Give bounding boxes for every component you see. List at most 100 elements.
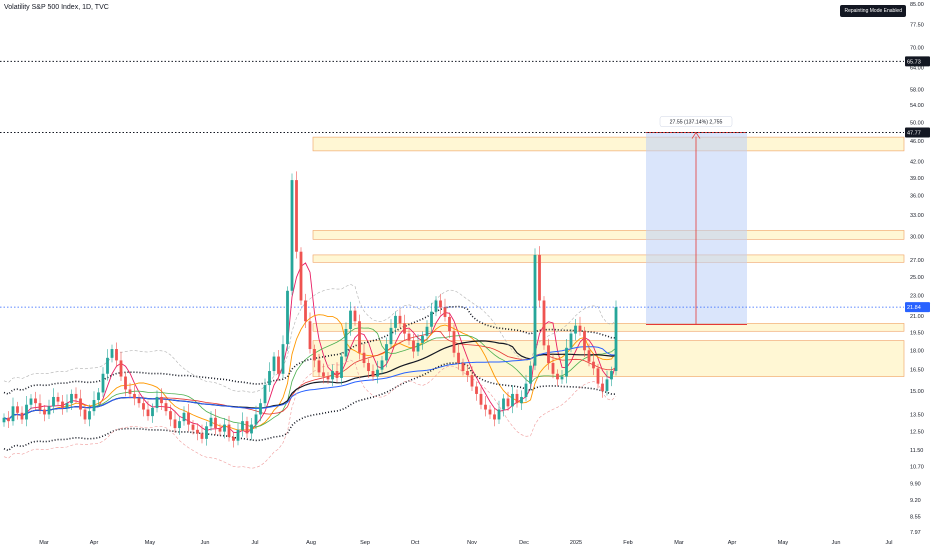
measure-label-box <box>659 116 733 127</box>
y-tick-label: 19.50 <box>910 330 924 336</box>
candle-body <box>317 360 321 373</box>
candle-body <box>43 409 46 415</box>
candle-body <box>92 400 96 412</box>
candle-body <box>160 396 163 404</box>
candle-body <box>83 409 87 420</box>
candle-body <box>583 331 586 351</box>
x-tick-label: Feb <box>623 540 632 546</box>
y-tick-label: 11.50 <box>910 448 923 454</box>
candle-body <box>461 363 465 372</box>
y-tick-label: 46.00 <box>910 139 924 145</box>
price-label-box <box>905 127 930 138</box>
candle-body <box>11 406 15 422</box>
y-tick-label: 50.00 <box>910 120 924 126</box>
candle-body <box>241 421 244 430</box>
candle-body <box>371 371 375 377</box>
candle-body <box>511 393 514 407</box>
candle-body <box>124 376 127 390</box>
candle-body <box>601 383 604 391</box>
candle-body <box>524 383 528 397</box>
candle-body <box>358 321 361 353</box>
candle-body <box>16 406 19 413</box>
y-tick-label: 9.90 <box>910 482 921 488</box>
x-tick-label: May <box>778 540 789 546</box>
candle-body <box>169 411 172 420</box>
candle-body <box>272 356 276 372</box>
candle-body <box>25 404 28 420</box>
candle-body <box>326 376 330 380</box>
candle-body <box>466 371 469 376</box>
candle-body <box>254 414 258 425</box>
chart-title: Volatility S&P 500 Index, 1D, TVC <box>4 4 109 11</box>
candle-body <box>376 369 379 377</box>
candle-body <box>115 349 118 361</box>
candle-body <box>196 429 199 434</box>
y-tick-label: 36.00 <box>910 194 924 200</box>
candle-body <box>209 417 213 427</box>
candle-body <box>20 412 24 420</box>
candle-body <box>470 375 474 387</box>
y-tick-label: 27.00 <box>910 258 924 264</box>
candle-body <box>52 396 55 407</box>
candle-body <box>313 349 316 361</box>
candle-body <box>205 426 208 439</box>
candle-body <box>349 310 352 330</box>
measure-box <box>646 132 747 325</box>
candle-body <box>380 360 384 370</box>
candle-body <box>106 357 109 374</box>
y-tick-label: 15.00 <box>910 389 924 395</box>
candle-body <box>65 403 69 408</box>
x-tick-label: Mar <box>39 540 49 546</box>
candle-body <box>74 393 78 399</box>
candle-body <box>569 333 573 348</box>
x-tick-label: Jun <box>201 540 210 546</box>
candle-body <box>133 393 136 399</box>
candle-body <box>245 421 249 434</box>
candle-body <box>443 307 447 317</box>
x-tick-label: Aug <box>306 540 316 546</box>
candle-body <box>551 363 555 374</box>
candle-body <box>79 398 82 410</box>
candle-body <box>614 307 618 372</box>
candle-body <box>236 429 240 441</box>
candle-body <box>250 424 253 434</box>
candle-body <box>565 347 568 377</box>
candle-body <box>533 254 537 366</box>
y-tick-label: 13.50 <box>910 412 924 418</box>
candle-body <box>538 254 541 301</box>
resistance-zone <box>312 340 905 377</box>
price-label: 21.84 <box>907 305 921 311</box>
y-tick-label: 18.00 <box>910 348 924 354</box>
candle-body <box>434 300 438 312</box>
ma-blue <box>3 346 617 421</box>
x-tick-label: Jul <box>885 540 892 546</box>
y-tick-label: 77.50 <box>910 23 924 29</box>
candle-body <box>506 398 510 407</box>
candle-body <box>407 333 411 341</box>
candle-body <box>200 433 204 439</box>
candle-body <box>398 315 402 324</box>
candle-body <box>560 376 564 380</box>
candle-body <box>574 325 577 334</box>
candle-body <box>520 396 523 404</box>
x-tick-label: Sep <box>360 540 370 546</box>
candle-body <box>367 363 370 372</box>
candle-body <box>286 290 289 345</box>
price-label-box <box>905 302 930 313</box>
candle-body <box>403 323 406 334</box>
price-label: 65.73 <box>907 59 921 65</box>
resistance-zone <box>312 254 905 263</box>
candle-body <box>38 403 42 410</box>
y-tick-label: 58.00 <box>910 87 924 93</box>
candle-body <box>340 356 343 378</box>
candle-body <box>191 424 195 430</box>
candle-body <box>281 344 285 374</box>
candle-body <box>7 417 10 422</box>
y-tick-label: 30.00 <box>910 234 924 240</box>
candle-body <box>556 373 559 380</box>
candle-body <box>110 349 114 358</box>
band-upper <box>3 283 617 393</box>
candle-body <box>268 371 271 386</box>
ma-fast <box>3 262 617 434</box>
